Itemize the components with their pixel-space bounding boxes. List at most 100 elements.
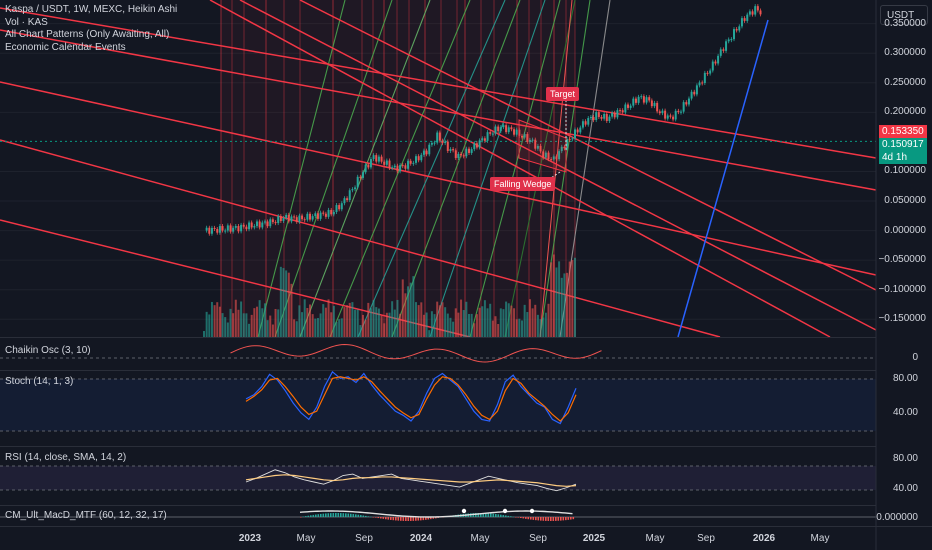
macd-histogram-bar [380, 517, 382, 519]
candle [412, 162, 415, 164]
volume-bar [216, 302, 219, 337]
candle [571, 138, 574, 140]
chart-legend: Kaspa / USDT, 1W, MEXC, Heikin Ashi Vol … [5, 4, 177, 54]
candle [462, 155, 465, 157]
macd-histogram-bar [415, 517, 417, 521]
candle [425, 150, 428, 155]
volume-bar [271, 324, 274, 337]
macd-histogram-bar [332, 513, 335, 517]
volume-bar [531, 308, 534, 337]
macd-histogram-bar [435, 517, 437, 519]
candle [748, 11, 751, 15]
macd-cross-dot [529, 508, 535, 514]
countdown-badge: 4d 1h [879, 151, 927, 164]
candle [650, 100, 653, 107]
macd-pane-label[interactable]: CM_Ult_MacD_MTF (60, 12, 32, 17) [5, 510, 167, 521]
volume-bar [422, 314, 425, 337]
symbol-title[interactable]: Kaspa / USDT, 1W, MEXC, Heikin Ashi [5, 4, 178, 15]
macd-histogram-bar [485, 513, 487, 517]
candle [327, 209, 330, 217]
candle [285, 214, 288, 218]
candle [404, 165, 407, 169]
rsi-tick-40: 40.00 [892, 483, 918, 494]
candle [481, 138, 484, 141]
rsi-line [245, 469, 577, 492]
macd-histogram-bar [335, 513, 337, 517]
price-tick-label: −0.150000 [878, 313, 926, 325]
candle [224, 230, 227, 232]
candle [727, 39, 730, 42]
legend-chart-patterns[interactable]: All Chart Patterns (Only Awaiting, All) [5, 29, 170, 40]
macd-histogram-bar [387, 517, 390, 520]
volume-bar [277, 309, 280, 337]
macd-cross-dot [461, 508, 467, 514]
volume-bar [526, 312, 529, 337]
candle [608, 116, 611, 121]
macd-histogram-bar [492, 513, 495, 517]
candle [619, 110, 622, 112]
macd-histogram-bar [552, 517, 555, 521]
time-tick-label: May [296, 533, 316, 544]
candle [486, 132, 489, 141]
candle [362, 172, 364, 178]
time-tick-label: 2023 [238, 533, 262, 544]
volume-bar [208, 314, 211, 337]
price-tick-label: 0.250000 [884, 76, 926, 88]
candle [600, 116, 603, 119]
candle [682, 102, 685, 112]
time-tick-label: 2025 [582, 533, 606, 544]
candle [311, 216, 314, 220]
volume-bar [478, 307, 481, 337]
macd-histogram-bar [312, 514, 315, 517]
macd-tick-zero: 0.000000 [876, 512, 918, 523]
candle [271, 219, 274, 223]
macd-histogram-bar [402, 517, 405, 521]
trend-line [0, 81, 877, 276]
stoch-pane-label[interactable]: Stoch (14, 1, 3) [5, 376, 74, 387]
falling-wedge-label[interactable]: Falling Wedge [490, 177, 556, 191]
volume-bar [258, 300, 261, 337]
candle [261, 222, 264, 228]
candle [526, 134, 529, 142]
volume-bar [285, 270, 288, 337]
trend-line [209, 0, 831, 338]
price-tick-label: −0.100000 [878, 283, 926, 295]
candle [722, 49, 725, 51]
candle [658, 111, 661, 114]
candle [218, 226, 221, 233]
candle [637, 96, 640, 103]
time-tick-label: May [470, 533, 490, 544]
macd-histogram-bar [487, 513, 490, 517]
candle [388, 160, 391, 169]
rsi-pane-label[interactable]: RSI (14, close, SMA, 14, 2) [5, 452, 127, 463]
legend-economic-events[interactable]: Economic Calendar Events [5, 41, 126, 53]
candle [672, 116, 675, 120]
legend-volume[interactable]: Vol · KAS [5, 16, 48, 28]
candle [407, 160, 410, 169]
candle [256, 221, 258, 227]
macd-histogram-bar [342, 513, 345, 517]
macd-histogram-bar [322, 513, 325, 517]
candle [624, 104, 627, 113]
volume-bar [293, 319, 296, 337]
volume-bar [502, 309, 505, 337]
candle [629, 105, 632, 108]
volume-bar [205, 311, 208, 337]
fib-speed-line [469, 0, 561, 338]
target-label[interactable]: Target [546, 87, 580, 101]
candle [269, 219, 272, 227]
candle [587, 118, 590, 125]
candle [698, 82, 701, 86]
candle [343, 198, 346, 204]
candle [513, 129, 516, 135]
macd-histogram-bar [527, 517, 530, 520]
currency-button[interactable]: USDT [880, 5, 928, 25]
candle [574, 129, 576, 139]
volume-bar [552, 254, 555, 337]
candle [234, 225, 237, 228]
chaikin-pane-label[interactable]: Chaikin Osc (3, 10) [5, 345, 91, 356]
macd-histogram-bar [417, 517, 420, 521]
macd-histogram-bar [532, 517, 535, 520]
candle [534, 139, 537, 149]
